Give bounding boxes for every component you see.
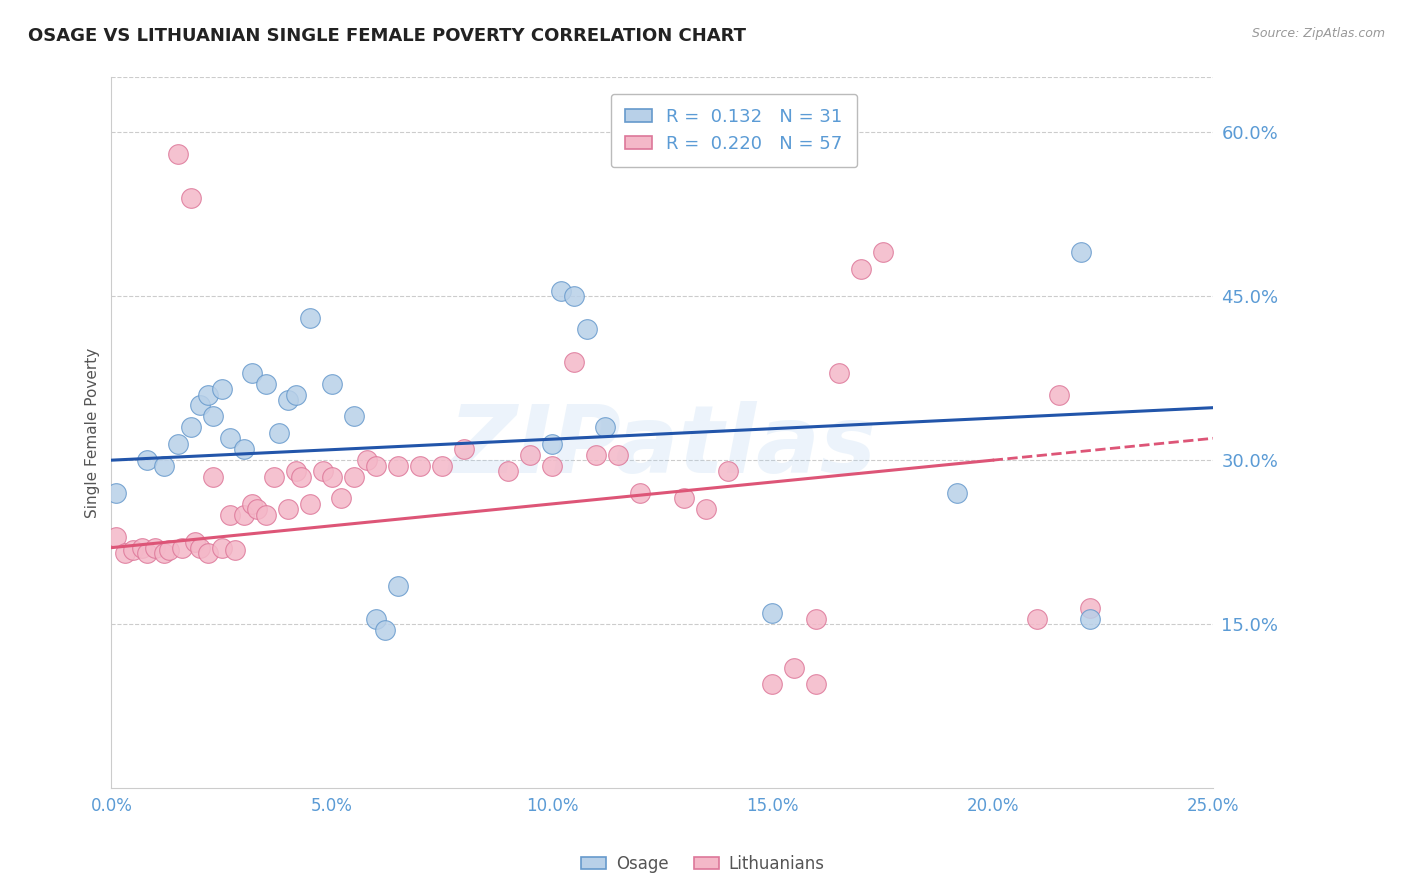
Point [104, 530, 127, 544]
Point [312, 464, 335, 478]
Point [267, 425, 290, 440]
Point [562, 355, 585, 369]
Point [166, 436, 188, 450]
Point [254, 376, 277, 391]
Point [145, 541, 167, 555]
Text: ZIPatlas: ZIPatlas [449, 401, 876, 493]
Point [246, 502, 269, 516]
Legend: Osage, Lithuanians: Osage, Lithuanians [575, 848, 831, 880]
Point [430, 458, 453, 473]
Point [1047, 387, 1070, 401]
Point [242, 497, 264, 511]
Point [114, 546, 136, 560]
Point [364, 612, 387, 626]
Point [550, 284, 572, 298]
Point [717, 464, 740, 478]
Point [135, 546, 157, 560]
Point [201, 409, 224, 424]
Point [585, 448, 607, 462]
Point [232, 508, 254, 522]
Point [254, 508, 277, 522]
Point [519, 448, 541, 462]
Point [153, 546, 176, 560]
Point [453, 442, 475, 457]
Point [321, 469, 343, 483]
Point [122, 542, 145, 557]
Point [184, 535, 207, 549]
Point [562, 289, 585, 303]
Point [329, 491, 352, 506]
Point [827, 366, 849, 380]
Point [188, 399, 211, 413]
Point [628, 486, 651, 500]
Point [277, 502, 299, 516]
Point [219, 431, 242, 445]
Point [409, 458, 432, 473]
Point [496, 464, 519, 478]
Point [180, 191, 202, 205]
Point [201, 469, 224, 483]
Point [374, 623, 396, 637]
Text: OSAGE VS LITHUANIAN SINGLE FEMALE POVERTY CORRELATION CHART: OSAGE VS LITHUANIAN SINGLE FEMALE POVERT… [28, 27, 747, 45]
Point [1070, 245, 1092, 260]
Point [343, 409, 366, 424]
Point [849, 261, 872, 276]
Point [211, 541, 233, 555]
Point [290, 469, 312, 483]
Point [1025, 612, 1047, 626]
Point [607, 448, 630, 462]
Point [157, 542, 180, 557]
Point [277, 392, 299, 407]
Point [783, 661, 806, 675]
Text: Source: ZipAtlas.com: Source: ZipAtlas.com [1251, 27, 1385, 40]
Point [153, 458, 176, 473]
Point [761, 677, 783, 691]
Point [135, 453, 157, 467]
Point [1078, 612, 1101, 626]
Point [806, 677, 828, 691]
Point [131, 541, 153, 555]
Point [343, 469, 366, 483]
Point [166, 147, 188, 161]
Point [946, 486, 969, 500]
Point [576, 322, 599, 336]
Point [180, 420, 202, 434]
Point [593, 420, 616, 434]
Point [364, 458, 387, 473]
Point [806, 612, 828, 626]
Point [387, 579, 409, 593]
Point [356, 453, 378, 467]
Point [321, 376, 343, 391]
Point [541, 458, 564, 473]
Point [197, 387, 219, 401]
Point [872, 245, 894, 260]
Y-axis label: Single Female Poverty: Single Female Poverty [86, 348, 100, 518]
Point [104, 486, 127, 500]
Point [541, 436, 564, 450]
Point [673, 491, 696, 506]
Point [387, 458, 409, 473]
Point [170, 541, 193, 555]
Point [695, 502, 717, 516]
Point [224, 542, 246, 557]
Point [285, 464, 308, 478]
Point [761, 607, 783, 621]
Point [285, 387, 308, 401]
Point [1078, 600, 1101, 615]
Point [242, 366, 264, 380]
Point [197, 546, 219, 560]
Legend: R =  0.132   N = 31, R =  0.220   N = 57: R = 0.132 N = 31, R = 0.220 N = 57 [610, 94, 858, 168]
Point [298, 497, 321, 511]
Point [211, 382, 233, 396]
Point [219, 508, 242, 522]
Point [263, 469, 285, 483]
Point [232, 442, 254, 457]
Point [188, 541, 211, 555]
Point [298, 311, 321, 326]
